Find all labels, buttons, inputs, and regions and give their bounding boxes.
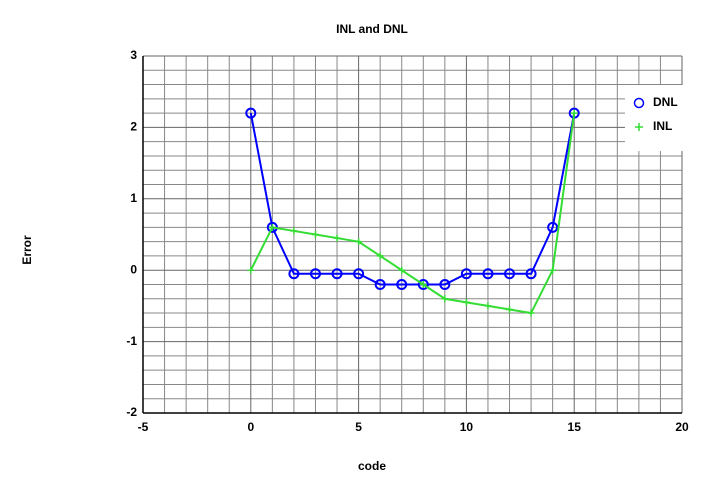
marker <box>374 278 386 290</box>
marker <box>525 268 537 280</box>
x-tick-label: 10 <box>460 420 474 434</box>
legend-label: DNL <box>653 95 678 109</box>
plot-area <box>143 56 682 413</box>
marker <box>439 278 451 290</box>
series-line <box>249 112 576 315</box>
marker <box>506 305 514 313</box>
x-tick-label: 0 <box>247 420 254 434</box>
legend-marker <box>633 97 645 109</box>
marker <box>398 266 406 274</box>
marker <box>549 266 557 274</box>
chart-title: INL and DNL <box>336 22 408 36</box>
x-tick-label: 15 <box>568 420 582 434</box>
y-tick-label: -1 <box>126 334 137 348</box>
marker <box>288 268 300 280</box>
marker <box>417 278 429 290</box>
marker <box>462 298 470 306</box>
y-tick-label: 3 <box>130 48 137 62</box>
marker <box>353 268 365 280</box>
marker <box>290 227 298 235</box>
marker <box>396 278 408 290</box>
y-tick-label: -2 <box>126 405 137 419</box>
y-axis-label: Error <box>20 235 34 265</box>
marker <box>331 268 343 280</box>
marker <box>333 234 341 242</box>
x-tick-label: 20 <box>675 420 689 434</box>
x-tick-label: 5 <box>355 420 362 434</box>
marker <box>268 223 276 231</box>
marker <box>311 231 319 238</box>
y-tick-label: 2 <box>130 120 137 134</box>
marker <box>245 107 257 119</box>
legend-marker <box>635 123 643 131</box>
legend-box <box>625 85 685 151</box>
marker <box>547 221 559 233</box>
legend-label: INL <box>653 119 672 133</box>
marker <box>484 302 492 310</box>
x-axis-label: code <box>358 459 386 473</box>
marker <box>309 268 321 280</box>
marker <box>504 268 516 280</box>
marker <box>482 268 494 280</box>
y-tick-label: 1 <box>130 191 137 205</box>
marker <box>376 252 384 260</box>
series-line <box>249 112 576 286</box>
marker <box>570 109 578 117</box>
marker <box>419 280 427 288</box>
marker <box>527 309 535 317</box>
marker <box>460 268 472 280</box>
x-tick-label: -5 <box>138 420 149 434</box>
marker <box>355 238 363 246</box>
y-tick-label: 0 <box>130 262 137 276</box>
marker <box>247 266 255 274</box>
marker <box>441 295 449 303</box>
